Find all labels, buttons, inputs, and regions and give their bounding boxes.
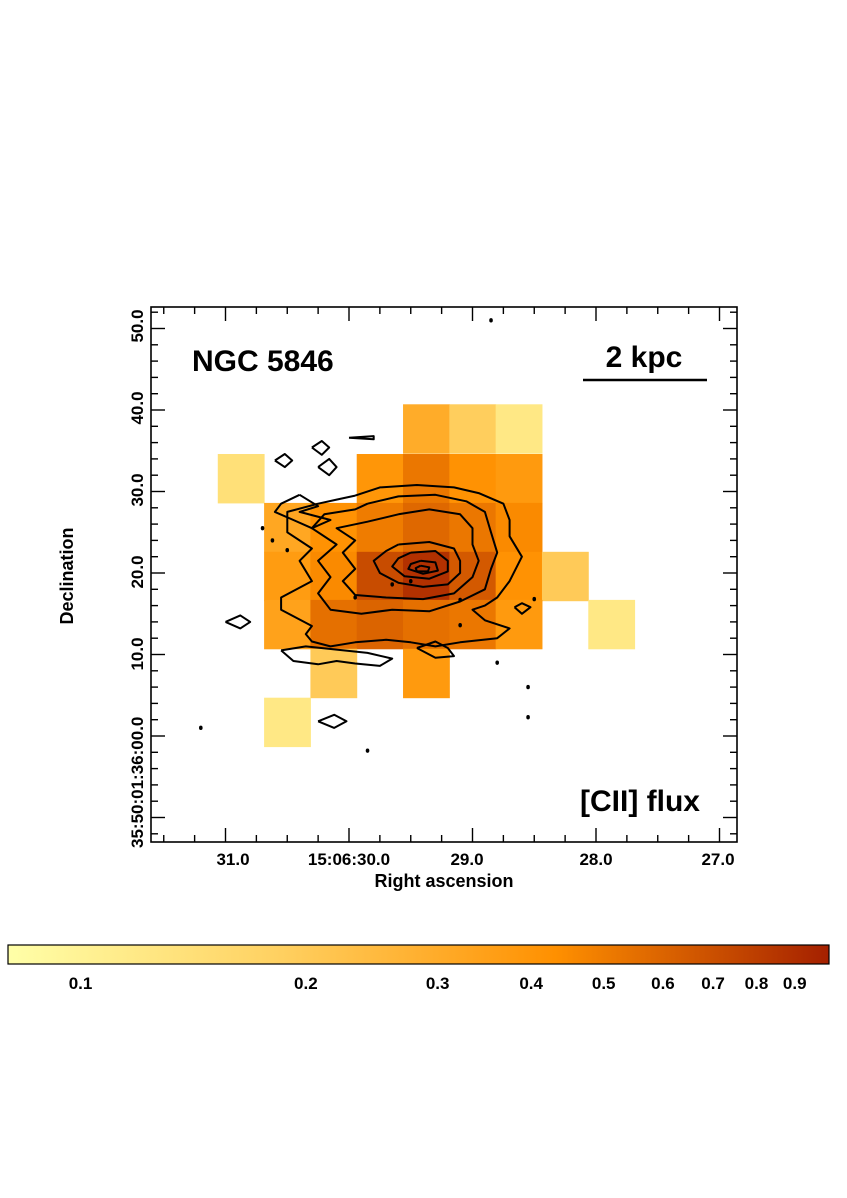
y-tick-label: 30.0 bbox=[128, 473, 147, 506]
x-tick-label: 27.0 bbox=[701, 850, 734, 869]
colorbar-tick-label: 0.6 bbox=[651, 974, 675, 993]
contour-line bbox=[274, 453, 294, 469]
flux-pixel bbox=[310, 599, 358, 650]
colorbar-tick-label: 0.7 bbox=[701, 974, 725, 993]
flux-pixel bbox=[356, 454, 404, 504]
colorbar-tick-labels: 0.1 0.2 0.3 0.4 0.5 0.6 0.7 0.8 0.9 bbox=[69, 974, 807, 993]
contour-line bbox=[335, 508, 480, 601]
x-axis-label: Right ascension bbox=[374, 871, 513, 891]
flux-pixel bbox=[495, 551, 543, 602]
colorbar-tick-label: 0.9 bbox=[783, 974, 807, 993]
contour-dot bbox=[532, 596, 537, 602]
contour-dot bbox=[199, 725, 203, 731]
contour-dot bbox=[408, 578, 413, 584]
contour-line bbox=[311, 440, 331, 456]
colorbar-tick-label: 0.3 bbox=[426, 974, 450, 993]
x-tick-label: 15:06:30.0 bbox=[308, 850, 390, 869]
scale-bar-label: 2 kpc bbox=[606, 341, 683, 374]
contour-dot bbox=[390, 582, 395, 587]
contour-line bbox=[273, 493, 332, 530]
contour-dot bbox=[353, 595, 357, 600]
contour-line bbox=[317, 713, 348, 729]
contour-line bbox=[317, 457, 338, 477]
x-tick-label: 31.0 bbox=[216, 850, 249, 869]
contour-line bbox=[280, 645, 394, 667]
flux-pixel bbox=[264, 599, 311, 650]
contour-dot bbox=[365, 748, 370, 753]
contour-line bbox=[416, 640, 455, 659]
flux-pixel bbox=[310, 648, 358, 699]
contour-line bbox=[310, 493, 499, 615]
contour-line bbox=[280, 484, 523, 648]
contour-dot bbox=[526, 715, 530, 720]
colorbar bbox=[7, 944, 830, 965]
flux-pixel bbox=[495, 599, 543, 650]
contour-dot bbox=[270, 538, 275, 543]
y-tick-label: 40.0 bbox=[128, 391, 147, 424]
plot-frame bbox=[150, 306, 738, 843]
object-label: NGC 5846 bbox=[192, 345, 334, 378]
colorbar-tick-label: 0.5 bbox=[592, 974, 616, 993]
colorbar-tick-label: 0.2 bbox=[294, 974, 318, 993]
flux-pixel bbox=[541, 551, 589, 602]
contour-dot bbox=[458, 622, 462, 628]
contour-line bbox=[414, 564, 431, 573]
contour-dots bbox=[199, 318, 537, 753]
colorbar-tick-label: 0.8 bbox=[745, 974, 769, 993]
contour-lines bbox=[225, 435, 532, 729]
flux-pixel bbox=[264, 697, 311, 748]
flux-pixel bbox=[217, 454, 265, 504]
contour-line bbox=[407, 559, 439, 575]
x-tick-label: 28.0 bbox=[579, 850, 612, 869]
x-tick-labels: 31.0 15:06:30.0 29.0 28.0 27.0 bbox=[216, 850, 734, 869]
contour-line bbox=[513, 602, 532, 615]
axis-ticks bbox=[151, 307, 737, 842]
colorbar-tick-label: 0.4 bbox=[519, 974, 543, 993]
contour-dot bbox=[260, 525, 265, 531]
contour-line bbox=[391, 550, 449, 580]
contour-dot bbox=[526, 684, 530, 690]
x-tick-label: 29.0 bbox=[450, 850, 483, 869]
flux-pixel bbox=[403, 404, 450, 454]
y-tick-labels: 35:50:01:36:00.0 10.0 20.0 30.0 40.0 50.… bbox=[128, 309, 147, 848]
colorbar-tick-label: 0.1 bbox=[69, 974, 93, 993]
flux-pixel bbox=[495, 404, 543, 454]
flux-pixel bbox=[495, 454, 543, 504]
y-tick-label: 50.0 bbox=[128, 309, 147, 342]
contour-dot bbox=[489, 318, 493, 323]
y-tick-label: 35:50:01:36:00.0 bbox=[128, 717, 147, 848]
flux-pixel bbox=[356, 502, 404, 553]
contour-dot bbox=[458, 597, 462, 603]
y-axis-label: Declination bbox=[57, 527, 77, 624]
contour-line bbox=[372, 541, 462, 588]
flux-pixel bbox=[588, 599, 636, 650]
flux-pixel bbox=[449, 404, 497, 454]
flux-pixel bbox=[356, 551, 404, 602]
contour-line bbox=[348, 435, 375, 441]
map-label: [CII] flux bbox=[580, 785, 700, 818]
y-tick-label: 20.0 bbox=[128, 555, 147, 588]
flux-pixel bbox=[495, 502, 543, 553]
y-tick-label: 10.0 bbox=[128, 637, 147, 670]
contour-line bbox=[225, 614, 252, 630]
contour-dot bbox=[495, 660, 500, 665]
flux-pixel bbox=[449, 454, 497, 504]
contour-dot bbox=[285, 547, 290, 553]
